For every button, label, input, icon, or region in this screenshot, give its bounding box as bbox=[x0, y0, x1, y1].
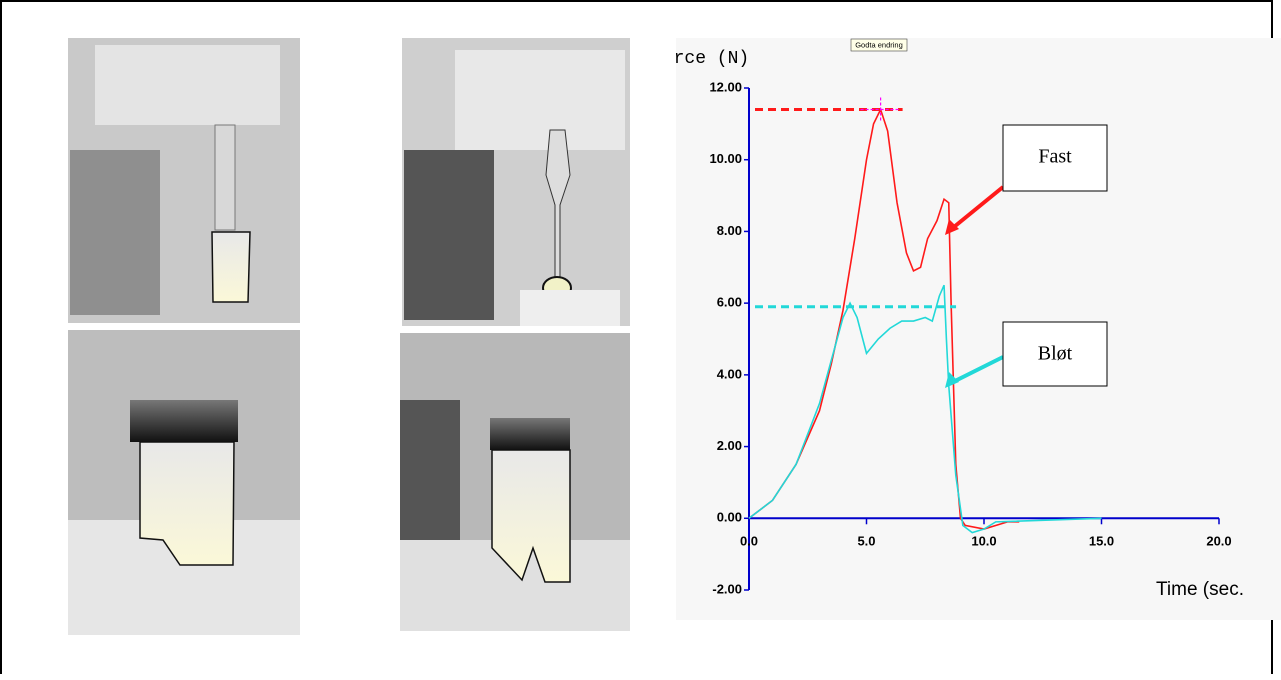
y-tick-label: 8.00 bbox=[717, 223, 742, 238]
x-tick-label: 0.0 bbox=[740, 534, 758, 549]
y-tick-label: 0.00 bbox=[717, 510, 742, 525]
y-tick-label: 6.00 bbox=[717, 295, 742, 310]
x-tick-label: 15.0 bbox=[1089, 534, 1114, 549]
annotation-box bbox=[1002, 321, 1108, 387]
arrow-head bbox=[945, 219, 959, 235]
y-axis-label: Force (N) bbox=[652, 49, 749, 69]
photo bbox=[68, 330, 300, 635]
tooltip-box bbox=[850, 38, 908, 52]
annotation: Fast bbox=[1038, 146, 1072, 168]
x-tick-label: 20.0 bbox=[1206, 534, 1231, 549]
photo bbox=[402, 38, 630, 326]
y-tick-label: -2.00 bbox=[712, 581, 742, 596]
y-tick-label: 4.00 bbox=[717, 366, 742, 381]
x-tick-label: 5.0 bbox=[857, 534, 875, 549]
x-tick-label: 10.0 bbox=[971, 534, 996, 549]
annotation-arrow bbox=[948, 355, 1004, 386]
arrow-head bbox=[945, 372, 959, 388]
y-tick-label: 10.00 bbox=[709, 151, 742, 166]
tooltip: Godta endring bbox=[855, 40, 903, 49]
x-axis-label: Time (sec. bbox=[1156, 579, 1244, 600]
chart: Force (N) Time (sec. Godta endring -2.00… bbox=[652, 38, 1244, 600]
annotation-box bbox=[1002, 124, 1108, 192]
y-tick-label: 12.00 bbox=[709, 79, 742, 94]
annotation-arrow bbox=[947, 185, 1005, 233]
annotation: Bløt bbox=[1038, 343, 1073, 365]
series-line bbox=[748, 284, 1102, 534]
photo bbox=[400, 333, 630, 631]
y-tick-label: 2.00 bbox=[717, 438, 742, 453]
photo bbox=[68, 38, 300, 323]
peak-cursor bbox=[860, 97, 901, 122]
chart-panel bbox=[676, 38, 1281, 620]
